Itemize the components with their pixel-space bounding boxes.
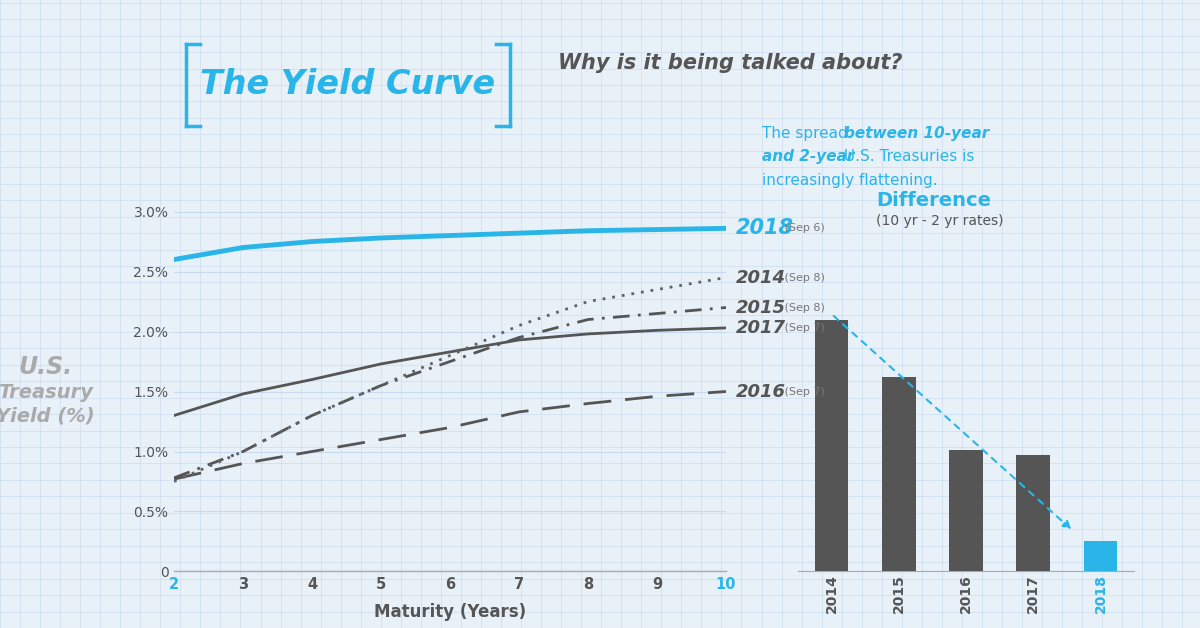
Text: increasingly flattening.: increasingly flattening. <box>762 173 937 188</box>
Text: 2014: 2014 <box>736 269 786 286</box>
Text: (Sep 7): (Sep 7) <box>781 386 826 396</box>
Text: Why is it being talked about?: Why is it being talked about? <box>558 53 902 73</box>
Text: 2018: 2018 <box>736 219 793 239</box>
Text: 2017: 2017 <box>736 319 786 337</box>
Text: The Yield Curve: The Yield Curve <box>200 68 496 101</box>
Bar <box>949 450 983 571</box>
Text: (Sep 8): (Sep 8) <box>781 273 826 283</box>
Text: 2015: 2015 <box>736 298 786 317</box>
Bar <box>1084 541 1117 571</box>
Text: Yield (%): Yield (%) <box>0 406 95 425</box>
Bar <box>1016 455 1050 571</box>
Text: between 10-year: between 10-year <box>845 126 990 141</box>
Text: The spread: The spread <box>762 126 853 141</box>
Text: U.S.: U.S. <box>18 355 73 379</box>
Text: (Sep 8): (Sep 8) <box>781 303 826 313</box>
Text: and 2-year: and 2-year <box>762 149 854 165</box>
Text: 2016: 2016 <box>736 382 786 401</box>
Text: (Sep 7): (Sep 7) <box>781 323 826 333</box>
Text: (10 yr - 2 yr rates): (10 yr - 2 yr rates) <box>876 214 1003 228</box>
X-axis label: Maturity (Years): Maturity (Years) <box>374 603 526 621</box>
Bar <box>882 377 916 571</box>
Text: Difference: Difference <box>876 192 991 210</box>
Text: U.S. Treasuries is: U.S. Treasuries is <box>840 149 974 165</box>
Text: Treasury: Treasury <box>0 383 94 402</box>
Bar <box>815 320 848 571</box>
Text: (Sep 6): (Sep 6) <box>781 224 824 234</box>
